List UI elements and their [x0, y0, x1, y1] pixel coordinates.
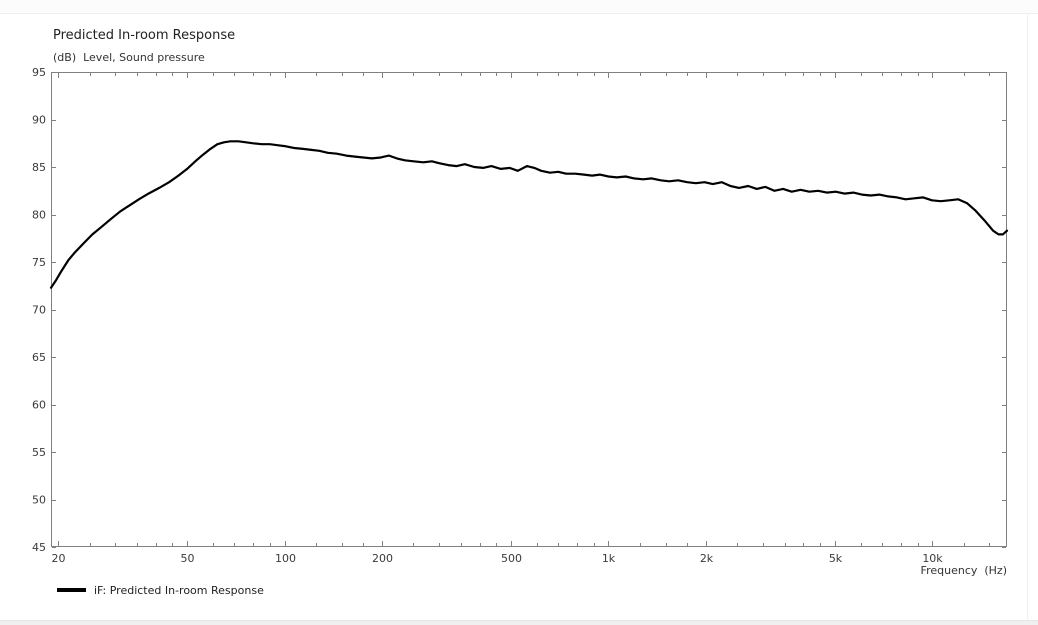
- y-tick-label: 60: [32, 399, 46, 412]
- chart-subtitle: (dB) Level, Sound pressure: [53, 51, 205, 64]
- window-right-edge: [1027, 14, 1028, 620]
- y-tick-label: 95: [32, 66, 46, 79]
- plot-area: 20 50 100 200 500 1k 2k 5k 10k 45 50 55 60 65 70 75 80 85…: [32, 66, 1009, 565]
- y-tick-label: 75: [32, 256, 46, 269]
- x-tick-label: 2k: [700, 552, 714, 565]
- y-tick-label: 65: [32, 351, 46, 364]
- x-tick-label: 100: [275, 552, 296, 565]
- response-curve: [49, 140, 1009, 289]
- window-bottom-bar: [0, 620, 1038, 625]
- x-tick-label: 10k: [922, 552, 943, 565]
- legend: iF: Predicted In-room Response: [57, 584, 264, 597]
- x-tick-label: 200: [372, 552, 393, 565]
- y-tick-label: 45: [32, 541, 46, 554]
- y-tick-label: 90: [32, 114, 46, 127]
- chart-title: Predicted In-room Response: [53, 28, 235, 43]
- x-tick-label: 20: [52, 552, 66, 565]
- y-tick-label: 80: [32, 209, 46, 222]
- x-tick-label: 500: [501, 552, 522, 565]
- y-tick-label: 50: [32, 494, 46, 507]
- y-tick-label: 55: [32, 446, 46, 459]
- window-top-edge: [0, 0, 1038, 14]
- x-axis-label: Frequency (Hz): [921, 564, 1007, 577]
- legend-label: iF: Predicted In-room Response: [94, 584, 264, 597]
- x-tick-label: 50: [181, 552, 195, 565]
- y-tick-label: 85: [32, 161, 46, 174]
- x-tick-label: 5k: [829, 552, 843, 565]
- y-tick-label: 70: [32, 304, 46, 317]
- x-tick-label: 1k: [602, 552, 616, 565]
